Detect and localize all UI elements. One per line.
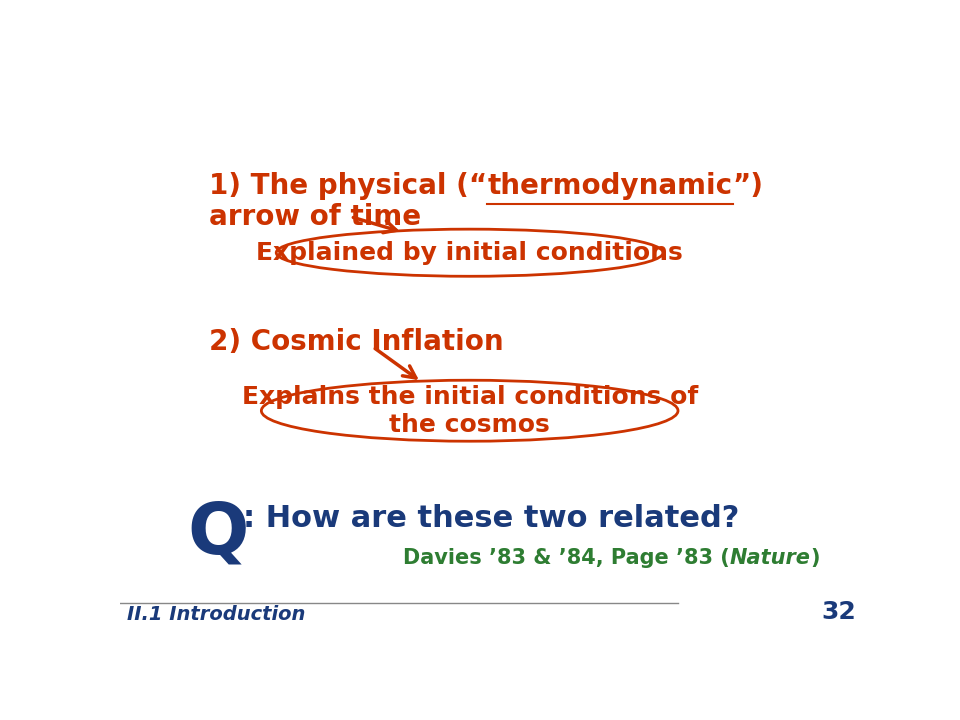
Text: arrow of time: arrow of time: [209, 203, 421, 231]
Text: Nature: Nature: [730, 548, 810, 567]
Text: 32: 32: [822, 600, 856, 624]
Text: Explains the initial conditions of: Explains the initial conditions of: [242, 385, 698, 409]
Text: Explained by initial conditions: Explained by initial conditions: [256, 240, 684, 265]
Text: ): ): [810, 548, 820, 567]
Text: the cosmos: the cosmos: [390, 413, 550, 436]
Text: thermodynamic: thermodynamic: [488, 172, 732, 200]
Text: : How are these two related?: : How are these two related?: [243, 504, 739, 533]
Text: ”): ”): [732, 172, 763, 200]
Text: II.1 Introduction: II.1 Introduction: [128, 606, 306, 624]
Text: 2) Cosmic Inflation: 2) Cosmic Inflation: [209, 328, 504, 356]
Text: 1) The physical (“: 1) The physical (“: [209, 172, 488, 200]
Text: Q: Q: [187, 500, 249, 568]
Text: Davies ’83 & ’84, Page ’83 (: Davies ’83 & ’84, Page ’83 (: [403, 548, 730, 567]
